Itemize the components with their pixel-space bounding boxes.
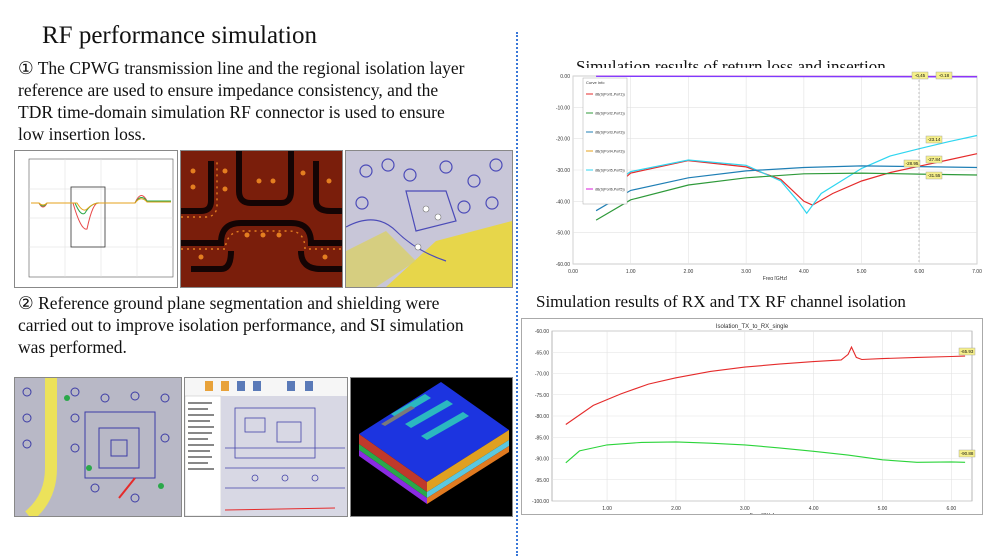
- paragraph-line: TDR time-domain simulation RF connector …: [18, 102, 445, 122]
- x-tick-label: 2.00: [684, 269, 694, 275]
- x-tick-label: 3.00: [741, 269, 751, 275]
- y-tick-label: -90.00: [535, 457, 549, 463]
- y-tick-label: -75.00: [535, 393, 549, 399]
- marker-box: [903, 159, 921, 168]
- y-tick-label: -50.00: [556, 231, 570, 237]
- tdr-plot-thumbnail: [14, 150, 178, 288]
- marker-label: -28.95: [906, 161, 919, 166]
- legend-title: Curve Info: [586, 80, 605, 85]
- isolation-chart: 1.00 2.00 3.00 4.00 5.00 6.00 -60.00 -65.00 -70.…: [521, 318, 983, 519]
- y-tick-label: -40.00: [556, 199, 570, 205]
- marker-label: -0.18: [939, 73, 950, 78]
- marker-box: [935, 71, 953, 80]
- legend-entry: dB(S(Port2,Port1)): [595, 112, 625, 116]
- marker-box: [925, 171, 943, 180]
- ground-plane-thumbnail: [14, 377, 182, 517]
- x-tick-label: 0.00: [568, 269, 578, 275]
- marker-label: -0.45: [915, 73, 926, 78]
- paragraph-line: ① The CPWG transmission line and the reg…: [18, 58, 465, 78]
- paragraph-line: ② Reference ground plane segmentation an…: [18, 293, 440, 313]
- paragraph-line: was performed.: [18, 337, 127, 357]
- paragraph-line: low insertion loss.: [18, 124, 146, 144]
- marker-box: [911, 71, 929, 80]
- series-line-1: [565, 441, 966, 464]
- legend-entry: dB(S(Port3,Port3)): [595, 131, 625, 135]
- y-tick-label: -20.00: [556, 137, 570, 143]
- paragraph-line: reference are used to ensure impedance c…: [18, 80, 439, 100]
- si-tool-screenshot-thumbnail: [184, 377, 348, 517]
- y-tick-label: -70.00: [535, 372, 549, 378]
- stackup-3d-thumbnail: [350, 377, 513, 517]
- y-tick-label: -100.00: [532, 499, 549, 505]
- section-divider: [516, 32, 518, 556]
- y-tick-label: -65.00: [535, 350, 549, 356]
- paragraph-line: carried out to improve isolation perform…: [18, 315, 464, 335]
- x-tick-label: 4.00: [809, 506, 819, 512]
- chart2-inner-title: Isolation_TX_to_RX_single: [716, 324, 789, 330]
- y-tick-label: -60.00: [556, 262, 570, 268]
- x-tick-label: 1.00: [602, 506, 612, 512]
- paragraph-isolation: ② Reference ground plane segmentation an…: [18, 292, 508, 358]
- y-tick-label: -60.00: [535, 329, 549, 335]
- legend-box: [582, 77, 628, 205]
- marker-box: [958, 347, 976, 356]
- legend-entry: dB(S(Port5,Port5)): [595, 169, 625, 173]
- y-tick-label: 0.00: [560, 74, 570, 80]
- marker-box: [925, 135, 943, 144]
- series-line-0: [565, 345, 966, 425]
- x-tick-label: 7.00: [972, 269, 982, 275]
- page-title: RF performance simulation: [42, 22, 317, 49]
- marker-label: -31.55: [928, 173, 941, 178]
- cpwg-layout-thumbnail: [180, 150, 343, 288]
- x-tick-label: 5.00: [878, 506, 888, 512]
- x-tick-label: 3.00: [740, 506, 750, 512]
- y-tick-label: -80.00: [535, 414, 549, 420]
- y-tick-label: -85.00: [535, 435, 549, 441]
- marker-box: [958, 449, 976, 458]
- marker-label: -65.93: [961, 349, 974, 354]
- x-tick-label: 2.00: [671, 506, 681, 512]
- x-axis-label: Freq [GHz]: [763, 276, 788, 280]
- x-tick-label: 6.00: [914, 269, 924, 275]
- x-axis-label: Freq [GHz]: [750, 513, 775, 514]
- chart2-title: Simulation results of RX and TX RF chann…: [536, 292, 906, 311]
- y-tick-label: -95.00: [535, 478, 549, 484]
- marker-box: [925, 155, 943, 164]
- y-tick-label: -10.00: [556, 105, 570, 111]
- x-tick-label: 6.00: [946, 506, 956, 512]
- marker-label: -27.84: [928, 157, 941, 162]
- connector-3d-thumbnail: [345, 150, 513, 288]
- series-line-2: [595, 172, 978, 221]
- legend-entry: dB(S(Port6,Port5)): [595, 188, 625, 192]
- return-loss-chart: 0.00 1.00 2.00 3.00 4.00 5.00 6.00 7.00 0.00 -10.…: [521, 68, 983, 282]
- x-tick-label: 5.00: [857, 269, 867, 275]
- marker-label: -90.88: [961, 451, 974, 456]
- x-tick-label: 1.00: [626, 269, 636, 275]
- marker-label: -23.14: [928, 137, 941, 142]
- y-tick-label: -30.00: [556, 168, 570, 174]
- legend-entry: dB(S(Port4,Port3)): [595, 150, 625, 154]
- x-tick-label: 4.00: [799, 269, 809, 275]
- paragraph-cpwg: ① The CPWG transmission line and the reg…: [18, 57, 508, 145]
- legend-entry: dB(S(Port1,Port1)): [595, 93, 625, 97]
